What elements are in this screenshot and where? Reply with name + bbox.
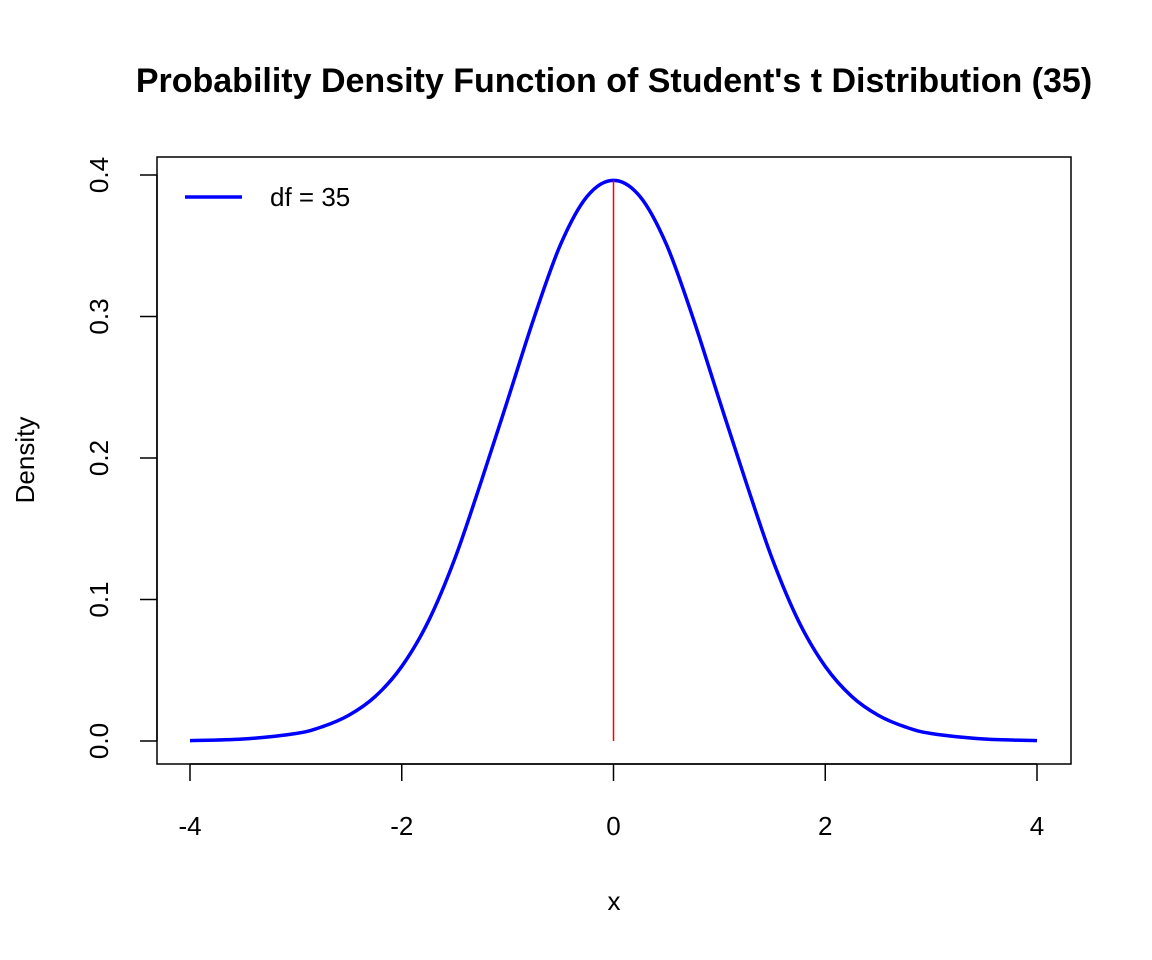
- x-axis-label: x: [608, 886, 621, 916]
- y-tick-label: 0.3: [84, 298, 114, 334]
- x-tick-label: -4: [178, 811, 201, 841]
- y-tick-label: 0.0: [84, 723, 114, 759]
- legend-label: df = 35: [270, 182, 350, 212]
- y-axis-label: Density: [10, 417, 40, 504]
- x-tick-label: 4: [1030, 811, 1044, 841]
- x-axis: -4 -2 0 2 4: [178, 763, 1044, 841]
- y-tick-label: 0.1: [84, 581, 114, 617]
- chart-title: Probability Density Function of Student'…: [136, 62, 1092, 100]
- x-tick-label: 2: [818, 811, 832, 841]
- y-tick-label: 0.2: [84, 440, 114, 476]
- x-tick-label: -2: [390, 811, 413, 841]
- legend: df = 35: [185, 182, 350, 212]
- y-tick-label: 0.4: [84, 157, 114, 193]
- y-axis: 0.0 0.1 0.2 0.3 0.4: [84, 157, 158, 759]
- plot-area: [189, 178, 1038, 743]
- x-tick-label: 0: [606, 811, 620, 841]
